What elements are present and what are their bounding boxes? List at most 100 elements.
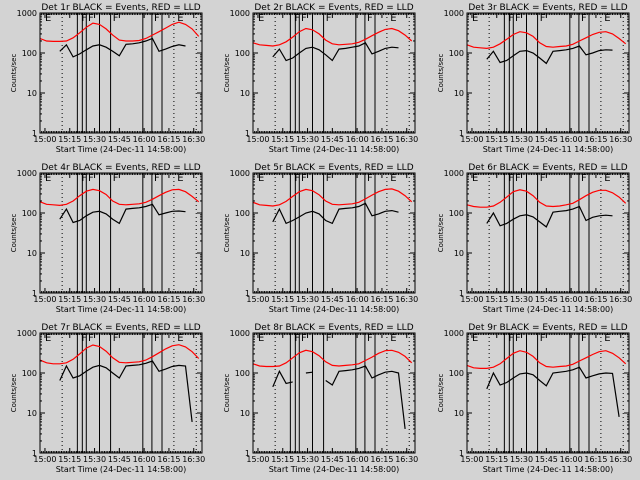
marker-label-E: E: [258, 333, 264, 344]
marker-label-F: F: [367, 173, 373, 184]
y-tick-label: 1: [245, 289, 250, 298]
x-axis-label: Start Time (24-Dec-11 14:58:00): [269, 465, 400, 474]
y-tick-label: 1: [32, 449, 37, 458]
x-tick-label: 16:15: [157, 455, 180, 464]
marker-label-F: F: [301, 333, 307, 344]
y-tick-label: 1000: [17, 329, 37, 338]
lld-series: [39, 188, 200, 207]
x-tick-label: 16:30: [395, 295, 418, 304]
y-tick-label: 10: [454, 249, 464, 258]
y-tick-label: 10: [27, 249, 37, 258]
y-tick-label: 100: [449, 209, 464, 218]
y-tick-label: 1000: [444, 329, 464, 338]
x-axis-label: Start Time (24-Dec-11 14:58:00): [483, 305, 614, 314]
x-tick-label: 16:30: [395, 135, 418, 144]
y-tick-label: 100: [22, 369, 37, 378]
y-tick-label: 1000: [230, 169, 250, 178]
x-tick-label: 15:45: [535, 135, 558, 144]
y-tick-label: 1000: [17, 9, 37, 18]
y-tick-label: 1: [32, 129, 37, 138]
y-tick-label: 1000: [444, 9, 464, 18]
panel-title: Det 3r BLACK = Events, RED = LLD: [468, 3, 627, 13]
marker-label-F: F: [508, 173, 514, 184]
x-tick-label: 15:00: [33, 135, 56, 144]
plot-frame: [252, 332, 416, 454]
y-axis-label: Counts/sec: [437, 374, 445, 413]
x-tick-label: 16:15: [370, 295, 393, 304]
marker-label-F: F: [294, 333, 300, 344]
y-tick-label: 100: [22, 49, 37, 58]
x-tick-label: 16:00: [346, 295, 369, 304]
y-tick-label: 100: [449, 49, 464, 58]
x-tick-label: 15:45: [535, 455, 558, 464]
marker-label-F: F: [88, 13, 94, 24]
y-axis-label: Counts/sec: [10, 214, 18, 253]
y-axis-label: Counts/sec: [437, 54, 445, 93]
x-tick-label: 16:15: [584, 135, 607, 144]
marker-label-F: F: [88, 173, 94, 184]
panel-title: Det 5r BLACK = Events, RED = LLD: [254, 163, 413, 173]
x-tick-label: 15:15: [58, 455, 81, 464]
lld-series: [252, 188, 413, 207]
y-axis-label: Counts/sec: [10, 54, 18, 93]
marker-label-F: F: [515, 13, 521, 24]
x-tick-label: 15:15: [58, 295, 81, 304]
x-axis-label: Start Time (24-Dec-11 14:58:00): [483, 145, 614, 154]
x-tick-label: 15:45: [321, 135, 344, 144]
y-tick-label: 1: [459, 449, 464, 458]
marker-label-F: F: [301, 13, 307, 24]
x-tick-label: 15:15: [58, 135, 81, 144]
marker-label-E: E: [45, 173, 51, 184]
events-series: [272, 42, 399, 62]
marker-label-F: F: [540, 333, 546, 344]
marker-label-F: F: [113, 333, 119, 344]
x-tick-label: 15:15: [271, 455, 294, 464]
panel-title: Det 7r BLACK = Events, RED = LLD: [41, 323, 200, 333]
events-series: [59, 37, 186, 58]
y-tick-label: 1: [245, 129, 250, 138]
y-axis-label: Counts/sec: [437, 214, 445, 253]
lld-series: [252, 27, 413, 47]
x-tick-label: 16:00: [133, 135, 156, 144]
x-tick-label: 15:45: [108, 455, 131, 464]
x-tick-label: 15:30: [83, 455, 106, 464]
marker-label-E: E: [258, 173, 264, 184]
plot-frame: [39, 332, 203, 454]
x-tick-label: 15:30: [510, 295, 533, 304]
panel-title: Det 6r BLACK = Events, RED = LLD: [468, 163, 627, 173]
marker-label-F: F: [81, 13, 87, 24]
x-tick-label: 15:00: [460, 135, 483, 144]
x-tick-label: 15:00: [460, 455, 483, 464]
marker-label-F: F: [508, 333, 514, 344]
x-tick-label: 16:15: [370, 135, 393, 144]
x-tick-label: 16:15: [157, 295, 180, 304]
marker-label-F: F: [154, 173, 160, 184]
lld-series: [39, 21, 200, 42]
events-series: [486, 366, 620, 417]
x-tick-label: 15:30: [510, 135, 533, 144]
events-series: [59, 203, 186, 225]
marker-label-E: E: [177, 333, 183, 344]
marker-label-F: F: [540, 173, 546, 184]
y-tick-label: 10: [454, 89, 464, 98]
x-tick-label: 16:00: [346, 135, 369, 144]
y-tick-label: 10: [27, 89, 37, 98]
panel-title: Det 9r BLACK = Events, RED = LLD: [468, 323, 627, 333]
marker-label-E: E: [390, 13, 396, 24]
x-tick-label: 16:30: [395, 455, 418, 464]
marker-label-F: F: [113, 13, 119, 24]
marker-label-F: F: [508, 13, 514, 24]
panel-title: Det 4r BLACK = Events, RED = LLD: [41, 163, 200, 173]
events-series: [272, 365, 406, 429]
x-axis-label: Start Time (24-Dec-11 14:58:00): [483, 465, 614, 474]
lld-series: [466, 189, 627, 208]
marker-label-E: E: [604, 173, 610, 184]
marker-label-F: F: [81, 333, 87, 344]
plot-frame: [466, 12, 630, 134]
